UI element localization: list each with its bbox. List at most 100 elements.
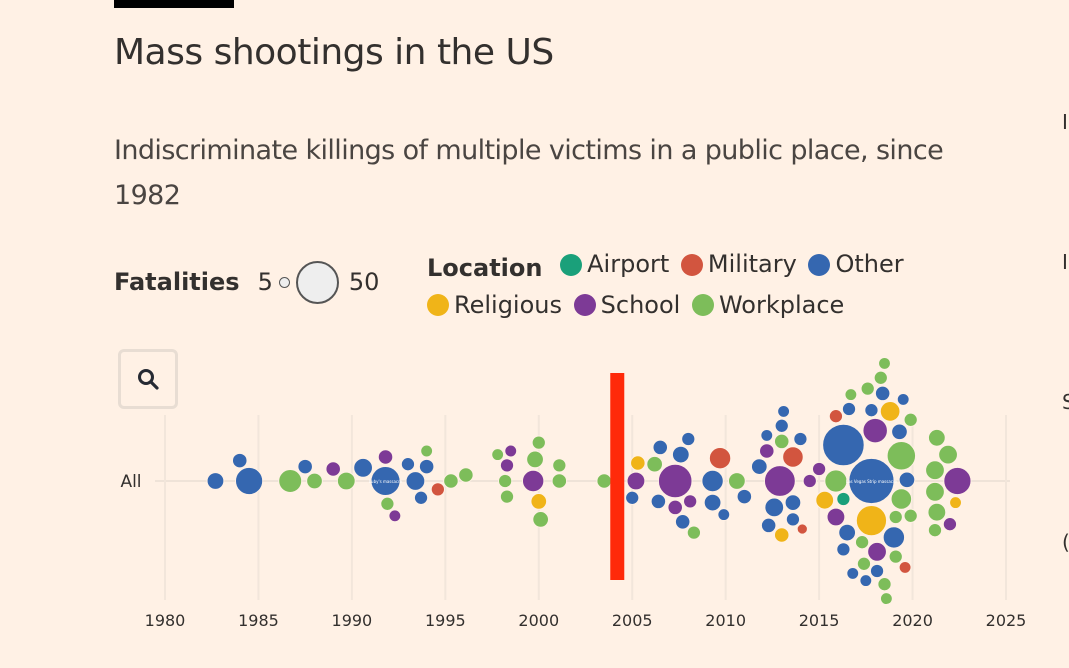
bubble-other xyxy=(418,458,435,475)
bubble-school xyxy=(657,463,693,499)
size-legend-max: 50 xyxy=(348,268,380,296)
zoom-button[interactable] xyxy=(118,349,178,409)
bubble-workplace xyxy=(306,472,323,490)
bubble-other xyxy=(774,418,789,433)
bubble-workplace xyxy=(278,468,303,494)
bubble-other xyxy=(234,466,264,496)
bubble-school xyxy=(667,499,683,516)
legend-swatch xyxy=(680,253,703,276)
highlight-marker xyxy=(610,373,625,580)
legend-item-other[interactable]: Other xyxy=(808,246,904,283)
bubble-military xyxy=(430,482,445,497)
bubble-school xyxy=(942,517,958,532)
bubble-other xyxy=(838,523,857,542)
size-legend-small-circle xyxy=(278,276,290,288)
bubble-workplace xyxy=(531,435,546,450)
legend-swatch xyxy=(560,253,583,276)
bubble-school xyxy=(499,458,515,473)
bubble-workplace xyxy=(420,444,434,458)
x-tick-label: 1995 xyxy=(425,611,466,630)
bubble-religious xyxy=(949,496,962,510)
x-tick-label: 1985 xyxy=(238,611,279,630)
bubble-other xyxy=(841,401,857,417)
bubble-religious xyxy=(630,455,646,471)
bubble-other xyxy=(793,431,808,447)
bubble-school xyxy=(826,507,846,527)
bubble-workplace xyxy=(551,473,568,489)
legend-item-school[interactable]: School xyxy=(573,287,680,324)
bubble-workplace xyxy=(886,441,917,471)
bubble-other xyxy=(206,472,225,490)
bubble-other xyxy=(736,488,753,505)
bubble-workplace xyxy=(888,549,903,564)
legend-item-workplace[interactable]: Workplace xyxy=(691,287,844,324)
bubble-workplace xyxy=(878,356,891,370)
bubble-other xyxy=(836,542,851,557)
bubble-religious xyxy=(815,490,835,510)
row-label-all: All xyxy=(120,472,141,492)
bubble-other xyxy=(896,392,910,406)
location-legend-label: Location xyxy=(427,253,543,282)
bubble-workplace xyxy=(499,489,515,504)
location-legend: Location Airport Military Other Religiou… xyxy=(427,246,947,327)
legend-swatch xyxy=(573,294,596,316)
bubble-workplace xyxy=(844,388,858,402)
bubble-other xyxy=(370,465,401,497)
bubble-workplace xyxy=(888,509,903,525)
bubble-other xyxy=(760,428,774,442)
legend-swatch xyxy=(808,253,831,276)
bubble-workplace xyxy=(443,473,459,489)
bubble-workplace xyxy=(686,525,702,540)
bubble-workplace xyxy=(873,370,888,385)
bubble-workplace xyxy=(380,496,395,511)
bubble-other xyxy=(671,445,690,464)
highlight-bar xyxy=(610,373,625,580)
bubble-other xyxy=(891,423,908,441)
bubble-other xyxy=(703,493,722,512)
bubble-other xyxy=(874,385,891,402)
bubble-other xyxy=(625,490,640,505)
x-tick-label: 1990 xyxy=(332,611,373,630)
bubble-workplace xyxy=(458,467,474,483)
bubble-workplace xyxy=(727,472,746,490)
bubble-school xyxy=(943,466,972,496)
size-legend-label: Fatalities xyxy=(114,268,240,296)
legend-item-religious[interactable]: Religious xyxy=(427,287,562,324)
legend-item-military[interactable]: Military xyxy=(680,246,797,283)
legend-swatch xyxy=(691,294,714,316)
bubble-other xyxy=(400,457,416,472)
bubble-other xyxy=(652,439,669,456)
right-edge-glyph: S xyxy=(1062,390,1069,414)
bubble-workplace xyxy=(552,458,567,473)
legend-swatch xyxy=(427,294,449,316)
bubble-other xyxy=(231,452,248,469)
bubble-military xyxy=(898,560,912,574)
x-tick-label: 1980 xyxy=(145,611,186,630)
bubble-other xyxy=(869,563,885,579)
legend-item-label: Other xyxy=(835,250,904,278)
size-legend-min: 5 xyxy=(257,268,273,296)
bubble-other xyxy=(882,526,906,549)
bubble-other xyxy=(859,574,873,588)
bubble-workplace xyxy=(860,381,875,396)
bubble-workplace xyxy=(854,535,870,550)
bubble-other xyxy=(405,471,426,491)
bubble-workplace xyxy=(925,481,945,502)
bubble-other xyxy=(717,508,731,522)
bubble-other xyxy=(764,497,785,518)
bubble-workplace xyxy=(877,577,892,592)
bubble-other xyxy=(353,457,373,478)
bubble-workplace xyxy=(938,444,958,465)
x-tick-label: 2000 xyxy=(518,611,559,630)
bubble-military xyxy=(796,523,808,535)
right-edge-glyph: ( xyxy=(1062,530,1069,554)
bubble-school xyxy=(867,541,887,562)
x-tick-label: 2020 xyxy=(892,611,933,630)
x-tick-label: 2005 xyxy=(612,611,653,630)
legend-item-airport[interactable]: Airport xyxy=(560,246,669,283)
search-icon xyxy=(138,369,159,390)
bubble-other xyxy=(898,471,916,489)
bubble-school xyxy=(759,443,775,459)
bubble-workplace xyxy=(856,556,872,571)
